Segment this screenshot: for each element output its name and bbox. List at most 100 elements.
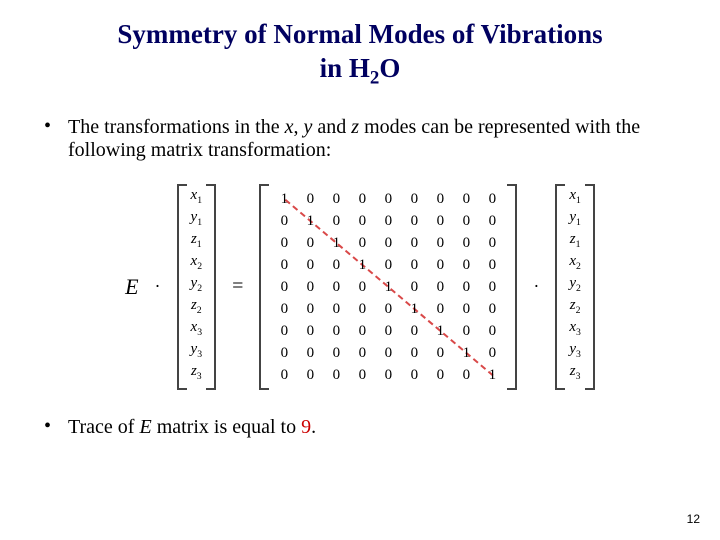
matrix-cell: 0 — [271, 320, 297, 342]
matrix-cell: 0 — [297, 188, 323, 210]
matrix-cell-diag: 1 — [349, 254, 375, 276]
matrix-cell: 0 — [271, 342, 297, 364]
matrix-cell: 0 — [297, 364, 323, 386]
matrix-cell: 0 — [271, 298, 297, 320]
matrix-cell: 0 — [375, 232, 401, 254]
matrix-cell-diag: 1 — [401, 298, 427, 320]
matrix-cell: 0 — [453, 188, 479, 210]
matrix-cell: 0 — [401, 188, 427, 210]
matrix-cell: 0 — [401, 320, 427, 342]
bracket-left-open — [177, 184, 187, 390]
matrix-cell: 0 — [401, 342, 427, 364]
matrix-cell: 0 — [271, 254, 297, 276]
matrix-cell: 0 — [271, 210, 297, 232]
matrix-cell: 0 — [401, 254, 427, 276]
matrix-cell: 0 — [375, 342, 401, 364]
matrix-cell: 0 — [401, 232, 427, 254]
matrix-cell: 0 — [479, 254, 505, 276]
vector-entry: z3 — [191, 364, 203, 386]
matrix-cell: 0 — [323, 298, 349, 320]
matrix-cell: 0 — [453, 254, 479, 276]
matrix-cell: 0 — [479, 232, 505, 254]
matrix-cell: 0 — [323, 276, 349, 298]
matrix-grid: 1000000000100000000010000000001000000000… — [269, 184, 507, 390]
matrix-cell: 0 — [479, 342, 505, 364]
matrix-cell: 0 — [427, 364, 453, 386]
page-number: 12 — [687, 512, 700, 526]
column-vector-left: x1y1z1x2y2z2x3y3z3 — [177, 184, 217, 390]
vector-entry: z1 — [191, 232, 203, 254]
matrix-cell: 0 — [323, 364, 349, 386]
matrix-cell: 0 — [453, 210, 479, 232]
slide-title: Symmetry of Normal Modes of Vibrations i… — [40, 18, 680, 90]
matrix-cell: 0 — [375, 364, 401, 386]
matrix-cell: 0 — [349, 320, 375, 342]
matrix-cell-diag: 1 — [375, 276, 401, 298]
matrix-cell: 0 — [453, 298, 479, 320]
matrix-cell: 0 — [271, 364, 297, 386]
vector-entry: y2 — [569, 276, 581, 298]
matrix-cell-diag: 1 — [479, 364, 505, 386]
vector-entry: y1 — [569, 210, 581, 232]
vector-entry: y3 — [191, 342, 203, 364]
bullet-1-text: The transformations in the x, y and z mo… — [68, 116, 680, 162]
matrix-cell: 0 — [349, 210, 375, 232]
matrix-cell: 0 — [453, 276, 479, 298]
matrix-cell: 0 — [297, 232, 323, 254]
vector-entry: x1 — [569, 188, 581, 210]
vector-left-cells: x1y1z1x2y2z2x3y3z3 — [187, 184, 207, 390]
bullet-2: Trace of E matrix is equal to 9. — [40, 416, 680, 439]
matrix-cell: 0 — [427, 254, 453, 276]
matrix-cell: 0 — [297, 320, 323, 342]
vector-entry: z3 — [569, 364, 581, 386]
matrix-equation: E · x1y1z1x2y2z2x3y3z3 = 100000000010000… — [40, 184, 680, 390]
matrix-cell: 0 — [479, 210, 505, 232]
matrix-cell: 0 — [297, 276, 323, 298]
matrix-cell-diag: 1 — [453, 342, 479, 364]
vector-right-cells: x1y1z1x2y2z2x3y3z3 — [565, 184, 585, 390]
equals-sign: = — [232, 275, 243, 298]
matrix-cell: 0 — [427, 342, 453, 364]
matrix-bracket-close — [507, 184, 517, 390]
matrix-cell: 0 — [349, 276, 375, 298]
matrix-cell: 0 — [453, 364, 479, 386]
vector-entry: z2 — [191, 298, 203, 320]
matrix-cell: 0 — [401, 210, 427, 232]
bullet-1: The transformations in the x, y and z mo… — [40, 116, 680, 162]
vector-entry: x3 — [569, 320, 581, 342]
dot-operator-left: · — [155, 276, 161, 297]
matrix-cell-diag: 1 — [297, 210, 323, 232]
matrix-cell: 0 — [479, 298, 505, 320]
matrix-label-E: E — [125, 274, 138, 300]
matrix-cell: 0 — [453, 232, 479, 254]
matrix-cell: 0 — [375, 210, 401, 232]
matrix-cell: 0 — [323, 254, 349, 276]
title-line-1: Symmetry of Normal Modes of Vibrations — [117, 19, 602, 49]
vector-entry: x1 — [191, 188, 203, 210]
vector-entry: y3 — [569, 342, 581, 364]
bullet-list: The transformations in the x, y and z mo… — [40, 116, 680, 162]
matrix-cell: 0 — [297, 298, 323, 320]
matrix-cell: 0 — [479, 276, 505, 298]
bullet-list-2: Trace of E matrix is equal to 9. — [40, 416, 680, 439]
vector-entry: z2 — [569, 298, 581, 320]
matrix-cell: 0 — [375, 320, 401, 342]
bracket-right-close — [585, 184, 595, 390]
matrix-cell: 0 — [349, 364, 375, 386]
matrix-cell-diag: 1 — [427, 320, 453, 342]
matrix-cell: 0 — [401, 364, 427, 386]
bracket-left-close — [206, 184, 216, 390]
matrix-cell-diag: 1 — [323, 232, 349, 254]
vector-entry: y2 — [191, 276, 203, 298]
matrix-cell: 0 — [479, 188, 505, 210]
slide: Symmetry of Normal Modes of Vibrations i… — [0, 0, 720, 540]
matrix-cell: 0 — [323, 342, 349, 364]
matrix-cell: 0 — [375, 254, 401, 276]
matrix-cell: 0 — [323, 188, 349, 210]
matrix-cell: 0 — [427, 188, 453, 210]
matrix-cell: 0 — [323, 320, 349, 342]
matrix-cell: 0 — [375, 298, 401, 320]
matrix-cell: 0 — [401, 276, 427, 298]
matrix-cell: 0 — [375, 188, 401, 210]
matrix-cell: 0 — [323, 210, 349, 232]
